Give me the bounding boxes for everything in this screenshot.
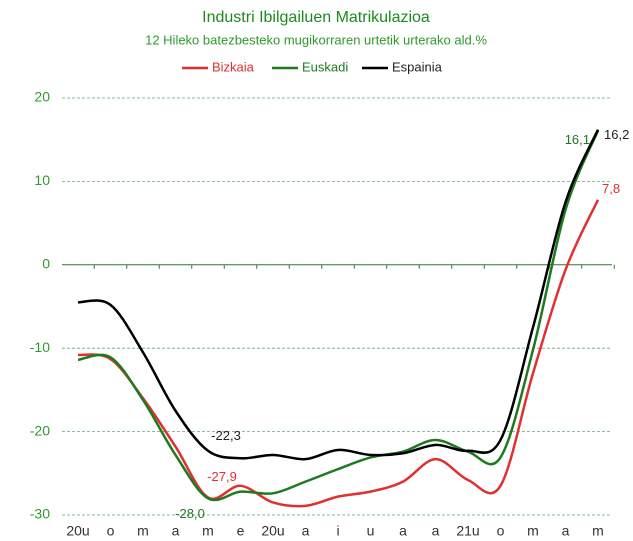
y-tick-label: -10 <box>30 339 50 355</box>
x-tick-label: o <box>107 523 115 539</box>
legend-label: Euskadi <box>302 59 348 74</box>
x-tick-label: m <box>137 523 149 539</box>
x-tick-label: u <box>367 523 375 539</box>
x-tick-label: 20u <box>66 523 89 539</box>
x-tick-label: a <box>172 523 180 539</box>
data-label: 7,8 <box>602 181 620 196</box>
x-tick-label: i <box>336 523 339 539</box>
data-label: -28,0 <box>175 506 205 521</box>
x-tick-label: a <box>562 523 570 539</box>
x-tick-label: m <box>527 523 539 539</box>
legend-label: Espainia <box>392 59 443 74</box>
x-tick-label: a <box>302 523 310 539</box>
data-label: 16,2 <box>604 127 629 142</box>
series-line <box>77 130 600 502</box>
series-line <box>77 199 600 508</box>
chart-title: Industri Ibilgailuen Matrikulazioa <box>202 9 430 26</box>
data-label: -27,9 <box>207 469 237 484</box>
x-tick-label: o <box>497 523 505 539</box>
y-tick-label: 20 <box>34 89 50 105</box>
y-tick-label: -20 <box>30 422 50 438</box>
legend-label: Bizkaia <box>212 59 255 74</box>
x-tick-label: a <box>399 523 407 539</box>
data-label: 16,1 <box>565 132 590 147</box>
y-tick-label: 10 <box>34 172 50 188</box>
x-tick-label: m <box>202 523 214 539</box>
x-tick-label: m <box>592 523 604 539</box>
x-tick-label: e <box>237 523 245 539</box>
series-line <box>77 129 600 461</box>
x-tick-label: a <box>432 523 440 539</box>
y-tick-label: -30 <box>30 506 50 522</box>
x-tick-label: 21u <box>456 523 479 539</box>
y-tick-label: 0 <box>42 256 50 272</box>
x-tick-label: 20u <box>261 523 284 539</box>
chart-subtitle: 12 Hileko batezbesteko mugikorraren urte… <box>145 32 487 47</box>
data-label: -22,3 <box>211 428 241 443</box>
